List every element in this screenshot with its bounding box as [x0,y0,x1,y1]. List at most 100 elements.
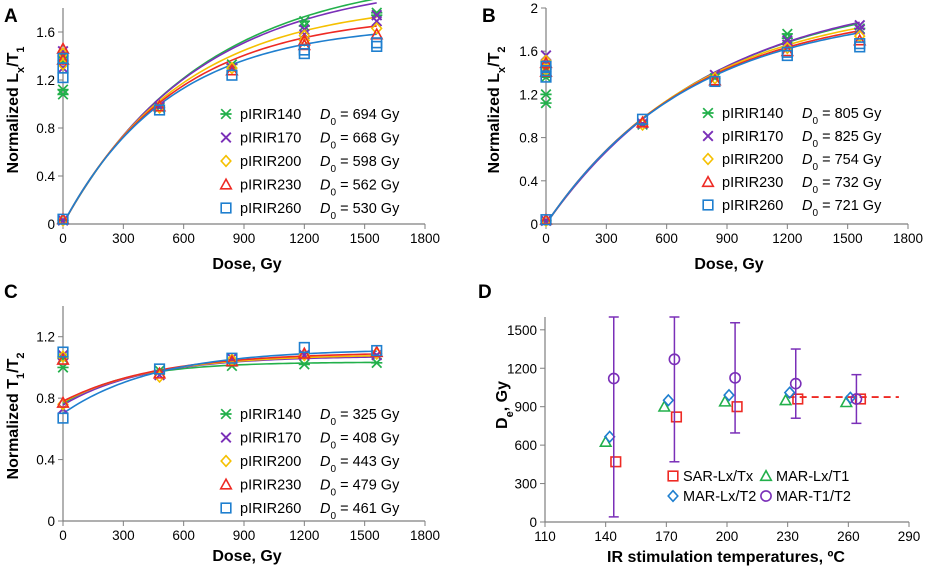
legend-d0-pirir230: D0 = 562 Gy [320,178,400,199]
legend-label-pirir260: pIRIR260 [722,198,783,214]
x-tick-label: 0 [59,528,67,543]
data-point-mar-lx/t2 [723,388,735,402]
data-point-pirir260 [226,69,238,81]
legend-d0-pirir260: D0 = 530 Gy [320,201,400,222]
data-point-pirir230 [708,73,722,86]
data-point-sar-lx/tx [854,393,867,405]
data-point-sar-lx/tx [610,456,622,468]
x-axis-label-c: Dose, Gy [212,548,281,565]
legend-label-pirir260: pIRIR260 [240,201,301,217]
data-point-pirir200 [781,41,794,55]
legend-marker-pirir200 [220,454,232,468]
x-tick-label: 600 [172,231,195,246]
data-point-pirir260 [153,104,166,116]
legend-marker-pirir140 [702,107,714,119]
data-point-mar-lx/t2 [783,386,796,400]
x-tick-label: 0 [59,231,67,246]
legend-label-pirir140: pIRIR140 [240,107,301,123]
data-point-pirir260 [709,75,721,88]
legend-marker-pirir230 [219,177,233,190]
data-point-pirir140 [298,358,310,370]
legend-d0-pirir200: D0 = 754 Gy [802,152,882,173]
data-point-pirir260 [854,38,866,50]
data-point-pirir260 [153,363,166,375]
x-tick-label: 300 [595,231,618,246]
legend-label-pirir140: pIRIR140 [722,106,783,122]
legend-label-mar-t1/t2: MAR-T1/T2 [776,489,851,505]
x-tick-label: 1500 [350,528,380,543]
legend-label-pirir260: pIRIR260 [240,501,301,517]
data-point-pirir230 [853,33,867,46]
y-tick-label: 1.6 [519,44,538,59]
natural-point-pirir230 [539,56,553,69]
legend-marker-pirir260 [220,202,232,214]
legend-d0-pirir140: D0 = 694 Gy [320,107,400,128]
data-point-pirir230 [297,346,311,359]
legend-d0-pirir230: D0 = 732 Gy [802,175,882,196]
x-tick-label: 600 [655,231,678,246]
data-point-sar-lx/tx [670,411,683,423]
natural-point-pirir260 [540,60,552,72]
data-point-mar-lx/t1 [657,399,671,412]
y-tick-label: 0.8 [36,121,55,136]
y-tick-label: 900 [514,400,537,415]
x-tick-label: 230 [776,529,799,544]
data-point-pirir260 [371,37,383,49]
x-tick-label: 0 [542,231,550,246]
data-point-mar-t1/t2 [789,377,802,390]
y-tick-label: 0.8 [519,131,538,146]
data-point-mar-lx/t1 [778,393,793,406]
legend-d0-pirir170: D0 = 408 Gy [320,431,400,452]
data-point-pirir260 [226,352,238,364]
legend-label-pirir200: pIRIR200 [240,454,301,470]
natural-point-pirir140 [540,97,552,109]
legend-marker-mar-lx/t1 [759,469,773,482]
data-point-pirir170 [781,34,793,46]
legend-d0-pirir140: D0 = 325 Gy [320,407,400,428]
natural-point-pirir200 [57,47,69,61]
data-point-pirir200 [57,350,69,364]
data-point-pirir260 [298,341,310,354]
legend-label-pirir170: pIRIR170 [240,131,301,147]
fit-curve-pirir260 [62,33,377,225]
legend-marker-pirir200 [220,154,232,168]
x-tick-label: 900 [716,231,739,246]
data-point-pirir260 [57,346,69,358]
y-tick-label: 2 [530,1,538,16]
data-point-pirir260 [636,113,649,125]
x-tick-label: 1500 [833,231,863,246]
x-tick-label: 170 [655,529,678,544]
x-tick-label: 1500 [350,231,380,246]
legend-label-pirir200: pIRIR200 [722,152,783,168]
legend-label-pirir230: pIRIR230 [240,478,301,494]
panel-d: D De, Gy IR stimulation temperatures, ºC… [478,282,920,566]
y-tick-label: 600 [514,438,537,453]
y-tick-label: 1.2 [36,330,55,345]
x-tick-label: 900 [233,231,256,246]
y-tick-label: 0 [47,217,55,232]
legend-d0-pirir170: D0 = 825 Gy [802,129,882,150]
x-tick-label: 1800 [410,528,440,543]
legend-marker-pirir140 [220,108,232,120]
x-tick-label: 900 [233,528,256,543]
data-point-mar-lx/t2 [603,430,616,444]
x-tick-label: 300 [112,231,135,246]
fit-curve-pirir170 [62,356,377,406]
fit-curve-pirir230 [62,353,377,402]
legend-label-pirir200: pIRIR200 [240,154,301,170]
fit-curve-pirir260 [62,350,377,415]
y-tick-label: 1.6 [36,25,55,40]
y-axis-label-b: Normalized Lx/T2 [486,47,508,174]
x-tick-label: 1200 [772,231,802,246]
legend-label-mar-lx/t2: MAR-Lx/T2 [683,489,756,505]
y-axis-label-d: De, Gy [494,381,516,429]
legend-d0-pirir230: D0 = 479 Gy [320,478,400,499]
x-axis-label-a: Dose, Gy [212,256,281,273]
data-point-sar-lx/tx [792,393,804,405]
y-tick-label: 0.4 [519,174,538,189]
data-point-pirir260 [57,213,69,225]
legend-d0-pirir200: D0 = 598 Gy [320,154,400,175]
legend-label-mar-lx/t1: MAR-Lx/T1 [776,469,849,485]
data-point-pirir230 [635,115,650,128]
